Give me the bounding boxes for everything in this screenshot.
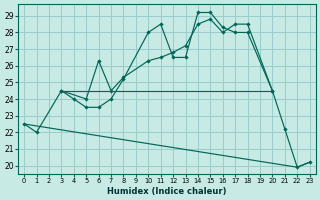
X-axis label: Humidex (Indice chaleur): Humidex (Indice chaleur) <box>107 187 227 196</box>
